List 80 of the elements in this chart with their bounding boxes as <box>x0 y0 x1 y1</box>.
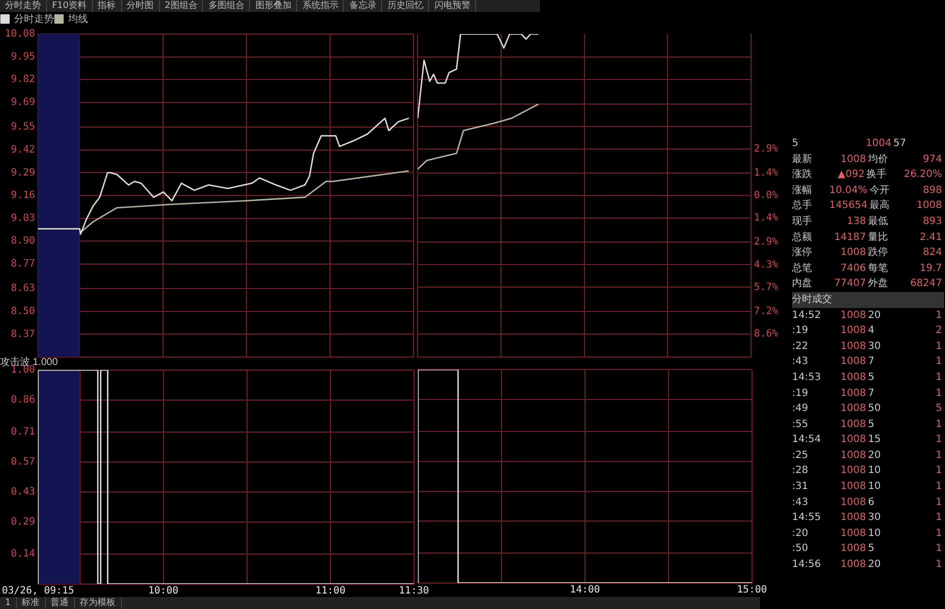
text: 5 1004 57 <box>792 138 906 149</box>
text: 备忘录 <box>344 0 382 12</box>
text: :22 1008 30 1 <box>792 340 942 352</box>
y-tick-label: 2.9% <box>754 236 778 248</box>
y-tick-label: 0.0% <box>754 190 778 202</box>
y-tick-label: 0.86 <box>10 394 35 406</box>
text: 最新 1008 均价 974 <box>792 154 942 165</box>
text: :19 1008 7 1 <box>792 388 942 398</box>
y-tick-label: 8.37 <box>10 328 35 340</box>
legend-label: 均线 <box>67 12 88 25</box>
x-tick-label: 03/26, 09:15 <box>2 586 74 597</box>
text: :20 1008 10 1 <box>792 528 942 539</box>
y-tick-label: 8.63 <box>10 283 35 294</box>
y-tick-label: 1.4% <box>754 168 778 179</box>
text: :50 1008 5 1 <box>792 543 942 554</box>
text: 总额 14187 量比 2.41 <box>792 232 942 243</box>
text: 1 <box>0 597 17 609</box>
text: 存为模板 <box>74 597 122 609</box>
text: 涨跌 ▲092 换手 26.20% <box>792 169 942 180</box>
y-tick-label: 9.95 <box>10 51 35 62</box>
text: 分时图 <box>122 0 160 12</box>
text: 14:53 1008 5 1 <box>792 372 942 383</box>
text: 分时走势 <box>0 0 47 12</box>
y-tick-label: 1.4% <box>754 212 778 224</box>
text: 总手 145654 最高 1008 <box>792 200 942 212</box>
text: :25 1008 20 1 <box>792 450 942 461</box>
text: :31 1008 10 1 <box>792 481 942 492</box>
text: 14:55 1008 30 1 <box>792 512 942 524</box>
y-tick-label: 9.69 <box>10 97 35 108</box>
text: 内盘 77407 外盘 68247 <box>792 278 942 290</box>
y-tick-label: 8.6% <box>754 328 778 340</box>
y-tick-label: 2.9% <box>754 143 778 154</box>
y-tick-label: 5.7% <box>754 282 778 293</box>
y-tick-label: 0.43 <box>10 486 35 498</box>
legend-label: 分时走势 <box>14 12 54 25</box>
text: F10资料 <box>47 0 93 12</box>
text: :28 1008 10 1 <box>792 465 942 476</box>
y-tick-label: 10.08 <box>4 28 35 40</box>
text: 2图组合 <box>160 0 204 12</box>
y-tick-label: 4.3% <box>754 259 778 270</box>
text: 图形叠加 <box>250 0 298 12</box>
text: :19 1008 4 2 <box>792 325 942 336</box>
text: 涨停 1008 跌停 824 <box>792 247 942 258</box>
x-tick-label: 14:00 <box>570 584 600 596</box>
text: 14:54 1008 15 1 <box>792 434 942 446</box>
y-tick-label: 0.71 <box>10 426 35 438</box>
text: 涨幅 10.04% 今开 898 <box>792 184 942 196</box>
y-tick-label: 8.90 <box>10 236 35 247</box>
text: 14:52 1008 20 1 <box>792 310 942 321</box>
x-tick-label: 10:00 <box>148 586 178 597</box>
y-tick-label: 0.14 <box>10 548 35 560</box>
y-tick-label: 9.03 <box>10 212 35 224</box>
text: 指标 <box>92 0 122 12</box>
y-tick-label: 0.29 <box>10 516 35 528</box>
y-tick-label: 9.55 <box>10 122 35 133</box>
text: 系统指示 <box>297 0 344 12</box>
y-tick-label: 9.16 <box>10 190 35 202</box>
text: 总笔 7406 每笔 19.7 <box>792 262 942 274</box>
x-tick-label: 11:30 <box>398 586 430 597</box>
text: 标准 <box>16 597 46 609</box>
y-tick-label: 9.82 <box>10 74 35 86</box>
text: :43 1008 6 1 <box>792 496 942 508</box>
text: 多图组合 <box>203 0 250 12</box>
text: 闪电预警 <box>429 0 476 12</box>
text: 普通 <box>46 597 75 609</box>
text: :49 1008 50 5 <box>792 403 942 414</box>
text: 分时成交 <box>792 292 944 308</box>
y-tick-label: 7.2% <box>754 306 778 317</box>
text: :55 1008 5 1 <box>792 418 942 430</box>
text: 现手 138 最低 893 <box>792 216 942 227</box>
y-tick-label: 9.29 <box>10 167 35 178</box>
y-tick-label: 8.50 <box>10 306 35 317</box>
y-tick-label: 8.77 <box>10 258 35 270</box>
text: 14:56 1008 20 1 <box>792 559 942 570</box>
x-tick-label: 11:00 <box>315 586 346 597</box>
x-tick-label: 15:00 <box>736 584 768 596</box>
y-tick-label: 0.57 <box>10 456 35 468</box>
text: 历史回忆 <box>382 0 430 12</box>
y-tick-label: 9.42 <box>10 144 35 156</box>
text: :43 1008 7 1 <box>792 356 942 368</box>
